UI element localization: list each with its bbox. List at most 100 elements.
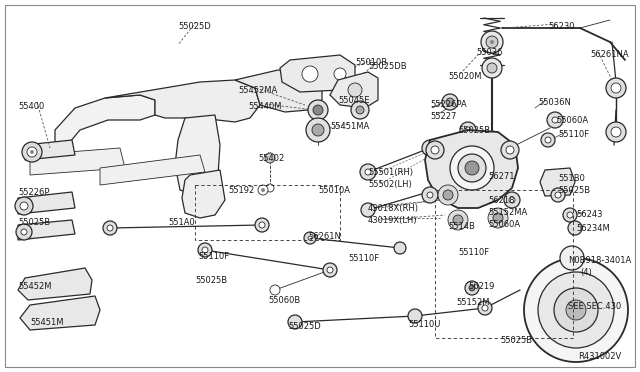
Circle shape (482, 305, 488, 311)
Text: 55452MA: 55452MA (238, 86, 277, 95)
Circle shape (486, 36, 498, 48)
Circle shape (261, 188, 265, 192)
Polygon shape (100, 155, 205, 185)
Circle shape (555, 192, 561, 198)
Text: 55025DB: 55025DB (368, 62, 406, 71)
Circle shape (443, 190, 453, 200)
Polygon shape (540, 168, 575, 196)
Text: 55152M: 55152M (456, 298, 490, 307)
Circle shape (545, 137, 551, 143)
Circle shape (323, 263, 337, 277)
Circle shape (270, 285, 280, 295)
Text: 55226P: 55226P (18, 188, 49, 197)
Circle shape (490, 40, 494, 44)
Text: 55192: 55192 (228, 186, 254, 195)
Text: N0B918-3401A: N0B918-3401A (568, 256, 631, 265)
Circle shape (478, 301, 492, 315)
Circle shape (538, 272, 614, 348)
Circle shape (288, 315, 302, 329)
Circle shape (493, 213, 503, 223)
Circle shape (487, 63, 497, 73)
Text: 43018X(RH): 43018X(RH) (368, 204, 419, 213)
Circle shape (259, 222, 265, 228)
Circle shape (304, 232, 316, 244)
Circle shape (506, 146, 514, 154)
Circle shape (22, 142, 42, 162)
Polygon shape (18, 192, 75, 214)
Circle shape (334, 68, 346, 80)
Circle shape (448, 210, 468, 230)
Polygon shape (20, 296, 100, 330)
Polygon shape (280, 55, 355, 92)
Circle shape (302, 66, 318, 82)
Circle shape (313, 105, 323, 115)
Circle shape (481, 31, 503, 53)
Circle shape (442, 94, 458, 110)
Text: 55010A: 55010A (318, 186, 350, 195)
Circle shape (465, 281, 479, 295)
Text: 55020M: 55020M (448, 72, 481, 81)
Polygon shape (235, 70, 322, 112)
Text: 55060A: 55060A (556, 116, 588, 125)
Polygon shape (18, 268, 92, 300)
Text: 55110F: 55110F (458, 248, 489, 257)
Circle shape (306, 118, 330, 142)
Text: 55025B: 55025B (500, 336, 532, 345)
Circle shape (568, 221, 582, 235)
Circle shape (606, 122, 626, 142)
Circle shape (308, 236, 312, 240)
Circle shape (30, 150, 34, 154)
Text: 55025B: 55025B (18, 218, 50, 227)
Bar (195, 185, 340, 240)
Circle shape (427, 192, 433, 198)
Text: 55060B: 55060B (268, 296, 300, 305)
Circle shape (27, 147, 37, 157)
Circle shape (308, 100, 328, 120)
Polygon shape (25, 140, 75, 160)
Circle shape (509, 197, 515, 203)
Text: 55036: 55036 (476, 48, 502, 57)
Circle shape (606, 78, 626, 98)
Polygon shape (330, 72, 378, 108)
Text: 56234M: 56234M (576, 224, 610, 233)
Circle shape (21, 229, 27, 235)
Circle shape (422, 140, 438, 156)
Circle shape (465, 161, 479, 175)
Text: 55025D: 55025D (288, 322, 321, 331)
Circle shape (431, 146, 439, 154)
Circle shape (458, 154, 486, 182)
Circle shape (361, 203, 375, 217)
Polygon shape (55, 95, 155, 160)
Text: 55045E: 55045E (338, 96, 369, 105)
Text: 55501(RH): 55501(RH) (368, 168, 413, 177)
Circle shape (356, 106, 364, 114)
Text: 55025B: 55025B (558, 186, 590, 195)
Circle shape (551, 188, 565, 202)
Text: 55036N: 55036N (538, 98, 571, 107)
Text: 56261N: 56261N (308, 232, 341, 241)
Circle shape (255, 218, 269, 232)
Circle shape (265, 153, 275, 163)
Circle shape (453, 215, 463, 225)
Circle shape (488, 208, 508, 228)
Circle shape (198, 243, 212, 257)
Circle shape (611, 127, 621, 137)
Circle shape (554, 288, 598, 332)
Circle shape (15, 197, 33, 215)
Circle shape (482, 58, 502, 78)
Circle shape (547, 112, 563, 128)
Polygon shape (175, 115, 220, 195)
Text: 55451MA: 55451MA (330, 122, 369, 131)
Text: 56271: 56271 (488, 172, 515, 181)
Text: 56218: 56218 (488, 196, 515, 205)
Text: 551A0: 551A0 (168, 218, 195, 227)
Circle shape (202, 247, 208, 253)
Circle shape (426, 141, 444, 159)
Circle shape (566, 300, 586, 320)
Text: 55110F: 55110F (198, 252, 229, 261)
Circle shape (460, 122, 476, 138)
Circle shape (422, 187, 438, 203)
Circle shape (408, 309, 422, 323)
Text: 55451M: 55451M (30, 318, 63, 327)
Text: 55227: 55227 (430, 112, 456, 121)
